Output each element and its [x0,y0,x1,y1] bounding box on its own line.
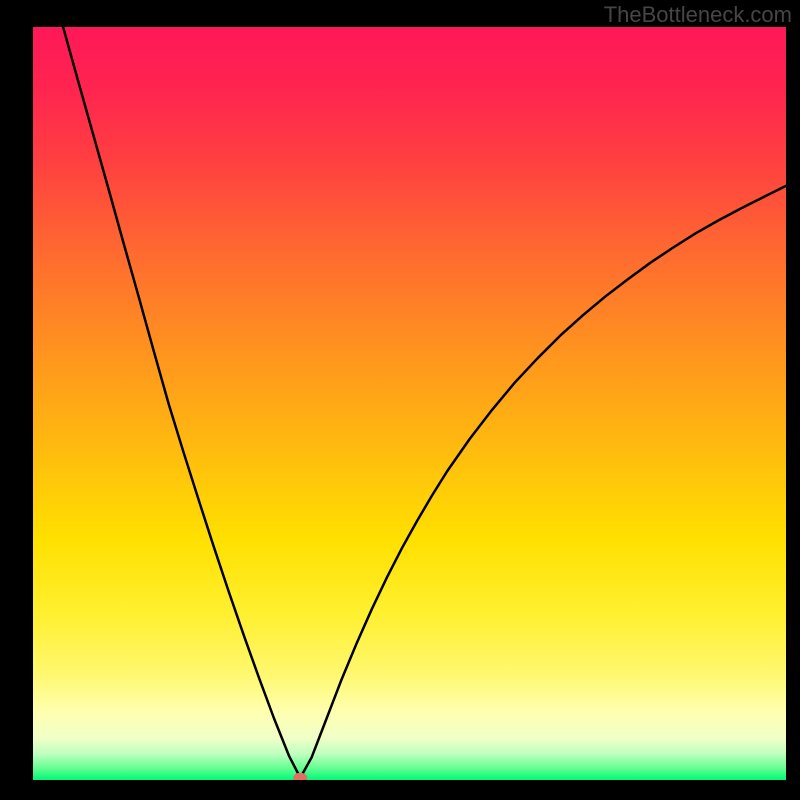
chart-background [33,27,786,780]
watermark-text: TheBottleneck.com [604,2,792,28]
chart-svg [0,0,800,800]
bottleneck-chart [0,0,800,800]
